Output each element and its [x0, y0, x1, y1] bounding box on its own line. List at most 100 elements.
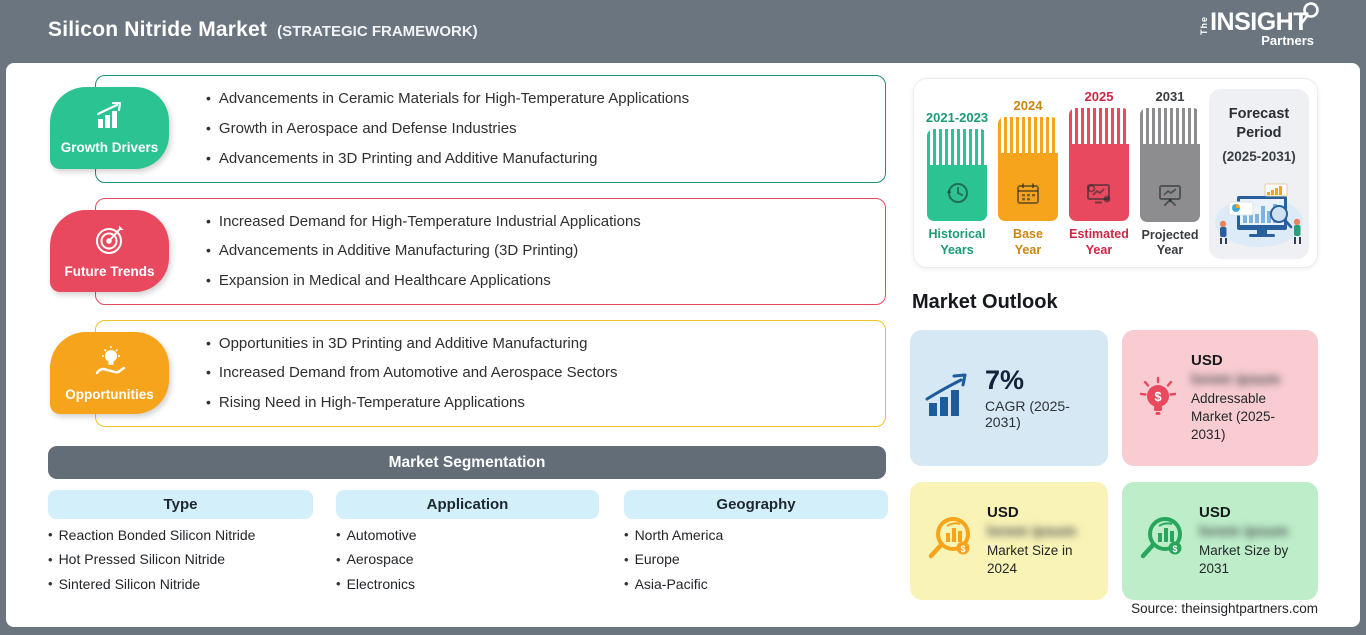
list-item: • Aerospace — [336, 551, 417, 569]
source-attribution: Source: theinsightpartners.com — [1131, 601, 1318, 616]
header: Silicon Nitride Market (STRATEGIC FRAMEW… — [0, 0, 1366, 63]
geography-item: Europe — [634, 551, 680, 568]
growth-drivers-box: • Advancements in Ceramic Materials for H… — [95, 75, 886, 183]
list-item: • Reaction Bonded Silicon Nitride — [48, 526, 255, 544]
forecast-period-panel: Forecast Period (2025-2031) — [1209, 89, 1309, 259]
currency-label: USD — [987, 503, 1019, 521]
type-item: Sintered Silicon Nitride — [58, 575, 201, 592]
cagr-card: 7% CAGR (2025-2031) — [910, 330, 1108, 466]
segment-column-header-type: Type — [48, 490, 313, 519]
growth-drivers-badge: Growth Drivers — [50, 87, 169, 169]
badge-label: Opportunities — [65, 386, 154, 402]
opportunity-bullet: Opportunities in 3D Printing and Additiv… — [218, 334, 588, 352]
bar-label: Projected Year — [1141, 227, 1199, 258]
bullet-icon: • — [206, 149, 211, 166]
bar-stripes — [1140, 108, 1200, 144]
logo-the-text: The — [1199, 16, 1210, 36]
card-label: Market Size by 2031 — [1199, 542, 1289, 576]
growth-chart-icon — [90, 101, 130, 137]
bar-label: Base Year — [1013, 227, 1043, 257]
growth-driver-bullet: Advancements in 3D Printing and Additive… — [218, 149, 598, 167]
bullet-icon: • — [206, 394, 211, 411]
main-canvas: • Advancements in Ceramic Materials for H… — [6, 63, 1360, 627]
historical-years-bar: 2021-2023 Historical Years — [925, 89, 989, 259]
bar-stripes — [927, 129, 987, 165]
bulb-hand-icon — [91, 345, 129, 384]
bar-year-label: 2031 — [1155, 89, 1185, 104]
growth-driver-bullet: Growth in Aerospace and Defense Industri… — [218, 119, 517, 137]
badge-label: Growth Drivers — [60, 139, 159, 155]
future-trends-badge: Future Trends — [50, 210, 169, 292]
magnifier-chart-orange-icon: $ — [923, 512, 977, 571]
bar-year-label: 2021-2023 — [925, 110, 989, 125]
type-item: Hot Pressed Silicon Nitride — [58, 551, 226, 568]
geography-items-list: • North America • Europe • Asia-Pacific — [624, 526, 723, 593]
forecast-period-label: Forecast Period — [1228, 106, 1290, 141]
application-item: Automotive — [346, 526, 417, 543]
currency-label: USD — [1191, 351, 1223, 369]
bullet-icon: • — [624, 527, 629, 542]
list-item: • Europe — [624, 551, 723, 569]
list-item: • Advancements in Additive Manufacturing … — [206, 241, 865, 261]
application-item: Electronics — [346, 575, 416, 592]
list-item: • Growth in Aerospace and Defense Industr… — [206, 119, 865, 139]
clock-history-icon — [942, 178, 972, 213]
logo-partners-text: Partners — [1261, 33, 1314, 48]
presentation-icon — [1155, 181, 1185, 214]
bullet-icon: • — [624, 576, 629, 592]
list-item: • Opportunities in 3D Printing and Additi… — [206, 334, 865, 354]
bullet-icon: • — [206, 89, 211, 106]
bullet-icon: • — [48, 551, 53, 567]
blurred-value: lorem ipsum — [1191, 370, 1281, 388]
list-item: • Asia-Pacific — [624, 575, 723, 593]
list-item: • Increased Demand for High-Temperature I… — [206, 212, 865, 232]
svg-text:$: $ — [1172, 544, 1177, 554]
list-item: • Expansion in Medical and Healthcare App… — [206, 271, 865, 291]
monitor-gear-icon — [1083, 180, 1115, 213]
list-item: • Hot Pressed Silicon Nitride — [48, 551, 255, 569]
blurred-value: lorem ipsum — [987, 522, 1077, 540]
future-trend-bullet: Expansion in Medical and Healthcare Appl… — [218, 272, 551, 290]
bullet-icon: • — [206, 364, 211, 381]
bullet-icon: • — [48, 576, 53, 592]
research-timeline-panel: 2021-2023 Historical Years 2024 — [913, 78, 1318, 268]
bar-stripes — [1069, 108, 1129, 144]
badge-label: Future Trends — [64, 263, 155, 279]
market-segmentation-title: Market Segmentation — [388, 453, 546, 471]
segment-column-header-application: Application — [336, 490, 599, 519]
future-trend-bullet: Increased Demand for High-Temperature In… — [218, 212, 641, 230]
svg-text:$: $ — [1154, 389, 1162, 404]
segment-column-header-geography: Geography — [624, 490, 888, 519]
page-title: Silicon Nitride Market (STRATEGIC FRAMEW… — [48, 18, 478, 42]
list-item: • Advancements in 3D Printing and Additiv… — [206, 149, 865, 169]
market-segmentation-header: Market Segmentation — [48, 446, 886, 479]
type-item: Reaction Bonded Silicon Nitride — [58, 526, 256, 543]
geography-item: Asia-Pacific — [634, 575, 708, 592]
bar-year-label: 2024 — [1013, 98, 1043, 113]
opportunity-bullet: Rising Need in High-Temperature Applicat… — [218, 394, 525, 412]
bullet-icon: • — [206, 119, 211, 136]
base-year-bar: 2024 Base Year — [998, 89, 1058, 259]
magnifier-icon — [1298, 1, 1324, 32]
bar-label: Historical Years — [928, 227, 986, 257]
card-label: Market Size in 2024 — [987, 542, 1073, 576]
bar-stripes — [998, 117, 1058, 153]
application-item: Aerospace — [346, 551, 414, 568]
list-item: • Increased Demand from Automotive and Ae… — [206, 363, 865, 383]
list-item: • Rising Need in High-Temperature Applica… — [206, 393, 865, 413]
market-size-2024-card: $ USD lorem ipsum Market Size in 2024 — [910, 482, 1108, 600]
list-item: • Electronics — [336, 575, 417, 593]
geography-item: North America — [634, 526, 724, 543]
bullet-icon: • — [206, 334, 211, 351]
bullet-icon: • — [206, 212, 211, 229]
future-trend-bullet: Advancements in Additive Manufacturing (… — [218, 242, 579, 260]
currency-label: USD — [1199, 503, 1231, 521]
blurred-value: lorem ipsum — [1199, 522, 1289, 540]
bullet-icon: • — [206, 242, 211, 259]
magnifier-chart-green-icon: $ — [1135, 512, 1189, 571]
list-item: • Advancements in Ceramic Materials for H… — [206, 89, 865, 109]
calendar-icon — [1014, 180, 1042, 213]
addressable-market-card: $ USD lorem ipsum Addressable Market (20… — [1122, 330, 1318, 466]
bullet-icon: • — [624, 551, 629, 567]
cagr-label: CAGR (2025-2031) — [985, 398, 1070, 431]
